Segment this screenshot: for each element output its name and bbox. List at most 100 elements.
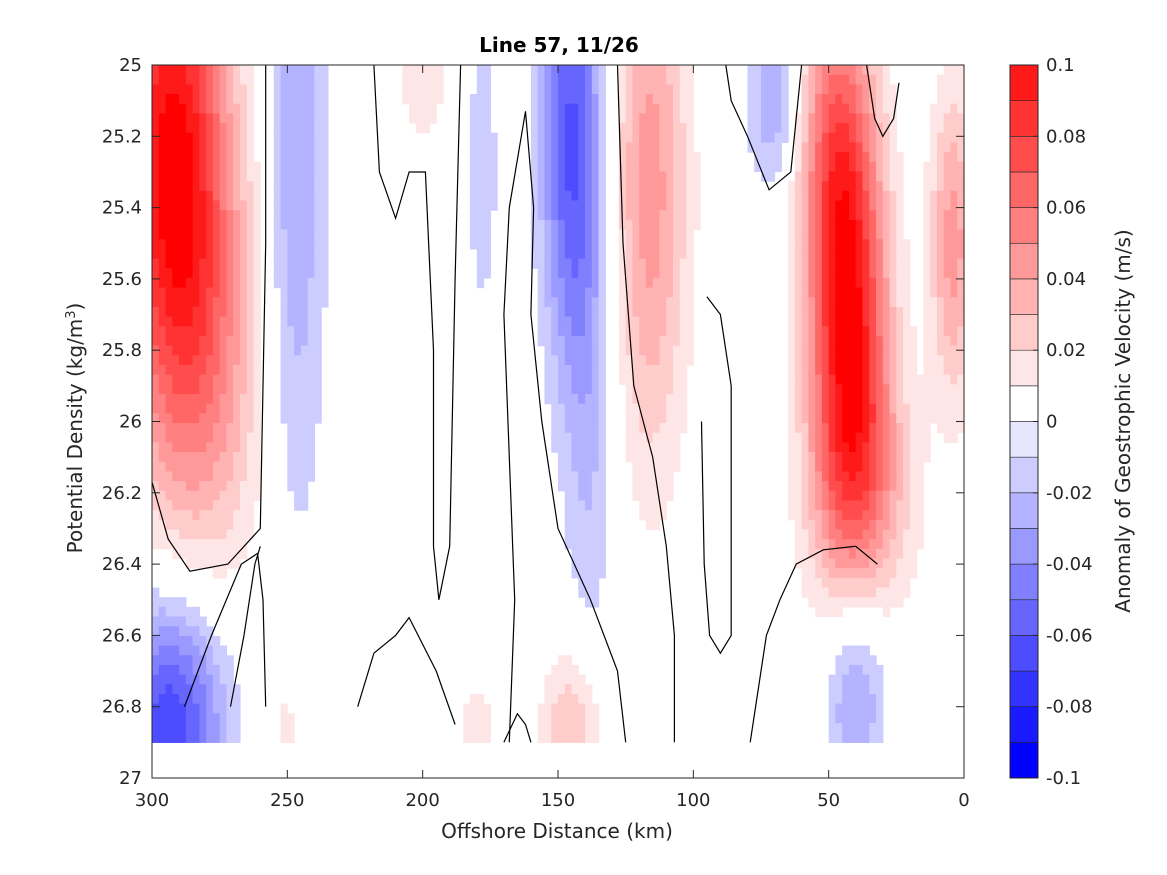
field-cell — [273, 161, 282, 173]
field-cell — [585, 481, 593, 492]
field-cell — [815, 577, 823, 589]
field-cell — [936, 210, 945, 221]
field-cell — [314, 403, 322, 414]
field-cell — [158, 181, 167, 192]
field-cell — [307, 210, 315, 221]
field-cell — [808, 403, 816, 414]
field-cell — [598, 94, 606, 105]
field-cell — [226, 297, 234, 308]
field-cell — [558, 703, 566, 714]
field-cell — [598, 374, 606, 385]
field-cell — [930, 268, 938, 279]
field-cell — [246, 161, 255, 173]
field-cell — [842, 65, 850, 76]
field-cell — [307, 461, 315, 473]
field-cell — [855, 219, 864, 231]
field-cell — [172, 132, 180, 144]
field-cell — [882, 229, 891, 240]
field-cell — [158, 539, 167, 550]
field-cell — [578, 123, 586, 134]
field-cell — [294, 442, 302, 453]
field-cell — [165, 606, 173, 618]
field-cell — [192, 181, 200, 192]
field-cell — [246, 316, 255, 327]
field-cell — [639, 403, 647, 414]
field-cell — [233, 152, 241, 163]
field-cell — [936, 268, 945, 279]
field-cell — [835, 548, 843, 560]
field-cell — [632, 200, 640, 211]
field-cell — [321, 229, 329, 240]
field-cell — [294, 423, 302, 434]
field-cell — [483, 181, 491, 192]
field-cell — [686, 345, 694, 356]
field-cell — [876, 393, 884, 405]
field-cell — [239, 248, 248, 260]
field-cell — [794, 142, 803, 153]
field-cell — [158, 684, 167, 695]
field-cell — [842, 597, 850, 608]
field-cell — [876, 316, 884, 327]
field-cell — [645, 229, 654, 240]
field-cell — [578, 65, 586, 76]
field-cell — [158, 142, 167, 153]
field-cell — [835, 277, 843, 289]
field-cell — [666, 316, 674, 327]
field-cell — [591, 442, 600, 453]
field-cell — [226, 374, 234, 385]
field-cell — [476, 103, 485, 114]
field-cell — [808, 161, 816, 173]
field-cell — [801, 113, 809, 124]
field-cell — [794, 210, 803, 221]
field-cell — [774, 132, 782, 144]
field-cell — [179, 84, 187, 95]
field-cell — [212, 461, 221, 473]
field-cell — [923, 364, 931, 376]
field-cell — [564, 326, 573, 337]
zero-contour — [866, 64, 900, 138]
field-cell — [652, 442, 661, 453]
field-cell — [889, 374, 897, 385]
field-cell — [767, 123, 776, 134]
field-cell — [192, 510, 200, 521]
field-cell — [564, 355, 573, 366]
field-cell — [246, 374, 255, 385]
field-cell — [625, 113, 634, 124]
field-cell — [239, 374, 248, 385]
field-cell — [314, 239, 322, 250]
field-cell — [618, 103, 627, 114]
field-cell — [206, 703, 214, 714]
field-cell — [801, 74, 809, 85]
field-cell — [686, 355, 694, 366]
field-cell — [598, 471, 606, 482]
field-cell — [585, 132, 593, 144]
field-cell — [287, 248, 295, 260]
field-cell — [848, 597, 857, 608]
field-cell — [300, 423, 309, 434]
field-cell — [686, 181, 694, 192]
field-cell — [788, 374, 796, 385]
field-cell — [930, 345, 938, 356]
field-cell — [212, 74, 221, 85]
field-cell — [788, 500, 796, 511]
field-cell — [219, 316, 228, 327]
field-cell — [598, 297, 606, 308]
field-cell — [233, 703, 241, 714]
field-cell — [936, 152, 945, 163]
field-cell — [571, 703, 579, 714]
field-cell — [936, 229, 945, 240]
field-cell — [876, 287, 884, 298]
field-cell — [652, 364, 661, 376]
field-cell — [659, 161, 667, 173]
field-cell — [855, 181, 864, 192]
field-cell — [639, 268, 647, 279]
field-cell — [300, 65, 309, 76]
field-cell — [673, 171, 681, 182]
field-cell — [936, 287, 945, 298]
field-cell — [936, 190, 945, 202]
field-cell — [815, 335, 823, 347]
field-cell — [300, 442, 309, 453]
field-cell — [876, 529, 884, 540]
field-cell — [869, 510, 877, 521]
field-cell — [639, 258, 647, 269]
